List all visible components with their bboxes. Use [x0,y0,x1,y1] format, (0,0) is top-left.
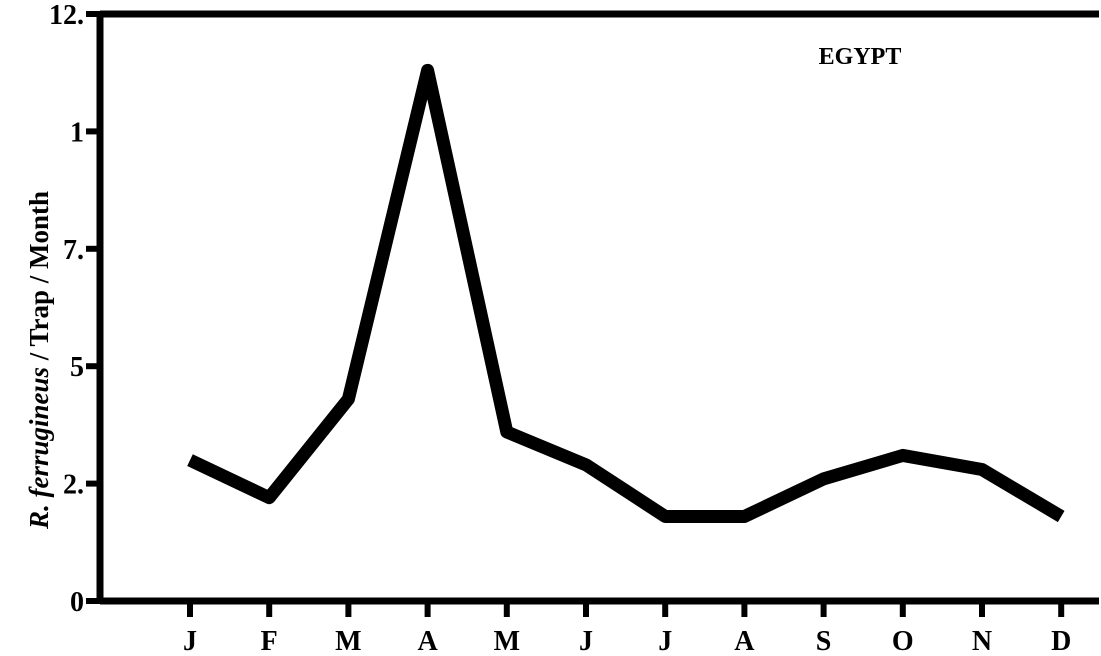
x-tick-label: M [335,626,361,656]
series-line [187,63,1065,523]
x-tick-label: J [183,626,197,656]
x-tick-label: O [892,626,914,656]
x-tick-label: D [1051,626,1071,656]
x-tick-label: J [658,626,672,656]
x-tick-label: M [494,626,520,656]
y-tick-label: 7. [63,235,84,266]
x-tick-label: J [579,626,593,656]
y-tick-label: 0 [70,587,84,618]
x-tick-label: S [816,626,832,656]
x-tick-label: F [261,626,278,656]
y-axis-ticks: 0 2. 5 7. 1 12. [49,0,100,618]
y-tick-label: 5 [70,352,84,383]
series-lines [187,63,1065,523]
x-tick-label: A [417,626,438,656]
y-tick-label: 2. [63,470,84,501]
x-tick-label: A [734,626,755,656]
chart-annotation: EGYPT [819,44,902,70]
y-axis-label-italic: R. ferrugineus [24,367,54,530]
y-axis-label: R. ferrugineus / Trap / Month [24,191,54,530]
chart-axes [96,10,1099,605]
y-tick-label: 12. [49,0,84,31]
y-tick-label: 1 [70,117,84,148]
x-tick-label: N [972,626,992,656]
y-axis-label-rest: / Trap / Month [24,191,54,367]
